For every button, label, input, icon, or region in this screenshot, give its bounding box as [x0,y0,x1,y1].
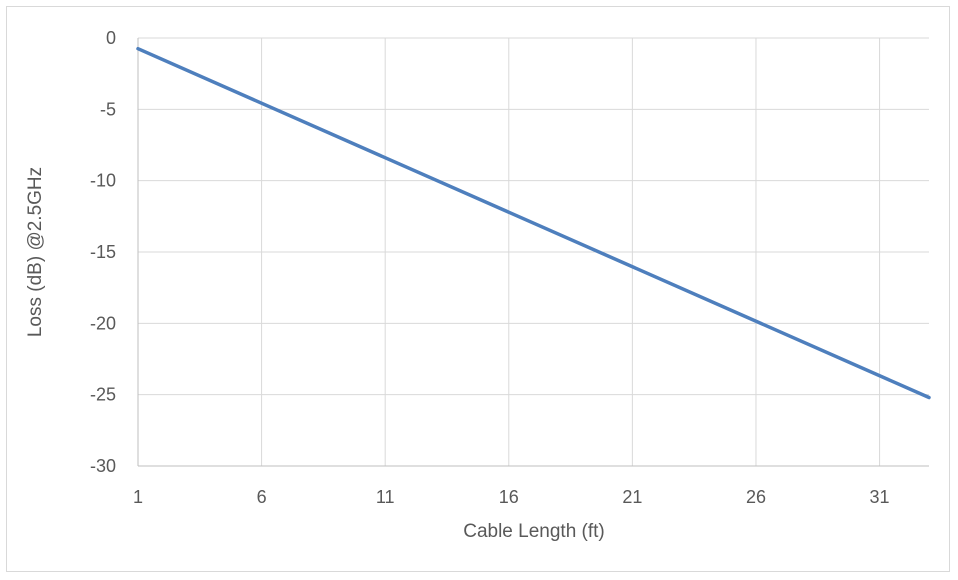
chart-area: 0-5-10-15-20-25-301 6 11 16 21 26 31 Cable Len… [25,28,931,542]
y-axis-title: Loss (dB) @2.5GHz [25,167,46,337]
x-tick-label: 31 [870,487,890,507]
y-tick-label: -5 [100,99,116,119]
y-tick-label: -15 [90,242,116,262]
x-tick-label: 6 [257,487,267,507]
x-tick-label: 1 [133,487,143,507]
series-layer [136,46,931,400]
y-tick-label: -25 [90,385,116,405]
x-tick-label: 11 [376,487,395,507]
y-tick-label: 0 [106,28,116,48]
y-tick-label: -30 [90,456,116,476]
chart-frame: 0 -5 -10 -15 -20 -25 -30 1 6 11 16 21 26 31 Cable Len… [6,6,950,572]
axes [137,38,929,467]
x-tick-label: 26 [746,487,766,507]
x-axis-title: Cable Length (ft) [463,521,605,542]
tick-labels: 0-5-10-15-20-25-301 6 11 16 21 26 31 [90,28,890,507]
y-tick-label: -20 [90,313,116,333]
series-line [136,46,931,400]
gridlines [138,37,929,466]
x-tick-label: 16 [499,487,519,507]
y-tick-label: -10 [90,171,116,191]
x-tick-label: 21 [622,487,642,507]
